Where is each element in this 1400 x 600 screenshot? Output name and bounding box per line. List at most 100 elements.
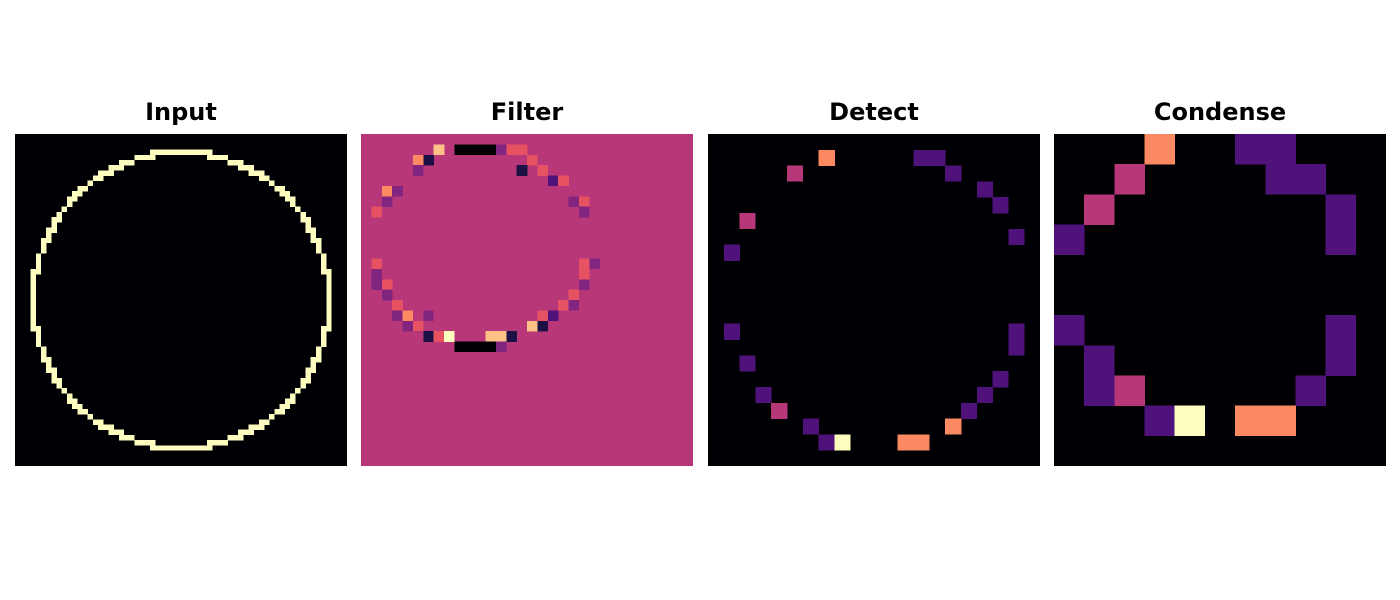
ring-pixel (77, 403, 83, 410)
ring-pixel (92, 175, 99, 181)
filter-pixel (516, 144, 528, 156)
ring-pixel (139, 440, 145, 446)
ring-pixel (108, 429, 114, 436)
ring-pixel (35, 258, 42, 264)
condense-pixel (1325, 224, 1357, 256)
detect-pixel (945, 418, 962, 435)
ring-pixel (56, 211, 62, 218)
condense-pixel (1084, 345, 1115, 376)
ring-pixel (321, 331, 327, 337)
ring-pixel (326, 300, 332, 306)
ring-pixel (149, 154, 156, 161)
ring-pixel (253, 170, 260, 176)
ring-pixel (238, 159, 244, 166)
ring-pixel (87, 180, 94, 187)
filter-pixel (578, 279, 590, 290)
filter-pixel (516, 165, 528, 176)
ring-pixel (35, 268, 42, 275)
input-title: Input (145, 98, 217, 126)
filter-pixel (495, 341, 507, 353)
ring-pixel (51, 227, 57, 233)
ring-pixel (196, 149, 203, 156)
ring-pixel (284, 398, 291, 405)
detect-pixel (992, 197, 1009, 214)
ring-pixel (134, 154, 140, 161)
filter-pixel (506, 144, 517, 156)
ring-pixel (305, 372, 311, 379)
ring-pixel (284, 196, 291, 202)
ring-pixel (61, 206, 68, 213)
detect-pixel (834, 434, 851, 451)
filter-pixel (454, 144, 466, 156)
ring-pixel (315, 248, 322, 254)
ring-pixel (118, 434, 125, 441)
filter-pixel (433, 331, 445, 342)
ring-pixel (129, 159, 135, 166)
ring-pixel (139, 154, 145, 161)
filter-pixel (558, 175, 569, 187)
ring-pixel (248, 429, 254, 436)
ring-pixel (72, 398, 78, 405)
ring-pixel (175, 445, 182, 451)
ring-pixel (253, 424, 260, 430)
ring-pixel (170, 445, 177, 451)
ring-pixel (279, 191, 286, 197)
detect-pixel (913, 149, 930, 166)
filter-pixel (381, 289, 393, 301)
filter-panel: Filter (361, 95, 693, 466)
ring-pixel (326, 274, 332, 280)
ring-pixel (66, 393, 73, 399)
ring-pixel (279, 403, 286, 410)
condense-pixel (1054, 224, 1085, 256)
ring-pixel (305, 222, 311, 228)
ring-pixel (191, 149, 197, 156)
ring-pixel (170, 149, 177, 156)
filter-pixel (537, 320, 549, 332)
ring-pixel (51, 377, 57, 384)
filter-pixel (402, 320, 414, 332)
ring-pixel (212, 440, 218, 446)
ring-pixel (310, 357, 317, 363)
ring-pixel (206, 154, 213, 161)
detect-pixel (739, 355, 756, 372)
filter-pixel (485, 144, 497, 156)
ring-pixel (284, 403, 291, 410)
filter-pixel (381, 279, 393, 290)
ring-pixel (77, 191, 83, 197)
ring-pixel (72, 191, 78, 197)
ring-pixel (315, 357, 322, 363)
ring-pixel (326, 268, 332, 275)
ring-pixel (30, 284, 37, 290)
ring-pixel (56, 217, 62, 223)
ring-pixel (108, 170, 114, 176)
condense-pixel (1114, 164, 1145, 195)
ring-pixel (269, 180, 275, 187)
ring-pixel (326, 289, 332, 296)
detect-pixel (787, 165, 804, 182)
ring-pixel (191, 445, 197, 451)
ring-pixel (181, 445, 187, 451)
filter-pixel (537, 165, 549, 176)
filter-pixel (495, 331, 507, 342)
ring-pixel (160, 149, 166, 156)
ring-pixel (123, 159, 130, 166)
ring-pixel (305, 217, 311, 223)
ring-pixel (56, 377, 62, 384)
ring-pixel (35, 336, 42, 342)
ring-pixel (305, 227, 311, 233)
ring-pixel (35, 325, 42, 332)
ring-pixel (30, 305, 37, 311)
detect-pixel (1008, 339, 1025, 356)
detect-pixel (1008, 323, 1025, 340)
filter-pixel (485, 341, 497, 353)
filter-pixel (371, 268, 383, 280)
filter-pixel (412, 154, 424, 166)
filter-pixel (568, 300, 580, 311)
ring-pixel (46, 367, 52, 373)
ring-pixel (35, 341, 42, 347)
input-panel: Input (15, 95, 347, 466)
ring-pixel (310, 232, 317, 239)
condense-pixel (1114, 375, 1145, 406)
ring-pixel (279, 185, 286, 192)
filter-pixel (381, 196, 393, 207)
